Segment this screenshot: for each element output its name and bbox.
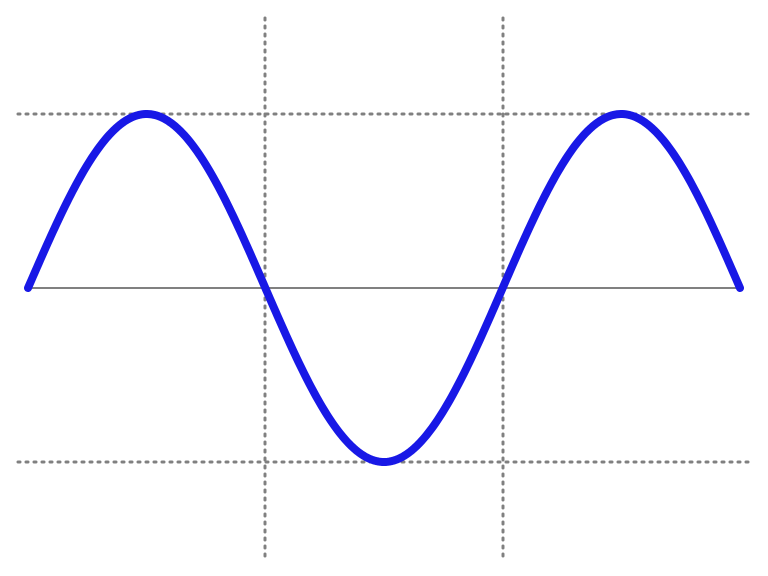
sine-chart	[0, 0, 768, 576]
chart-svg	[0, 0, 768, 576]
